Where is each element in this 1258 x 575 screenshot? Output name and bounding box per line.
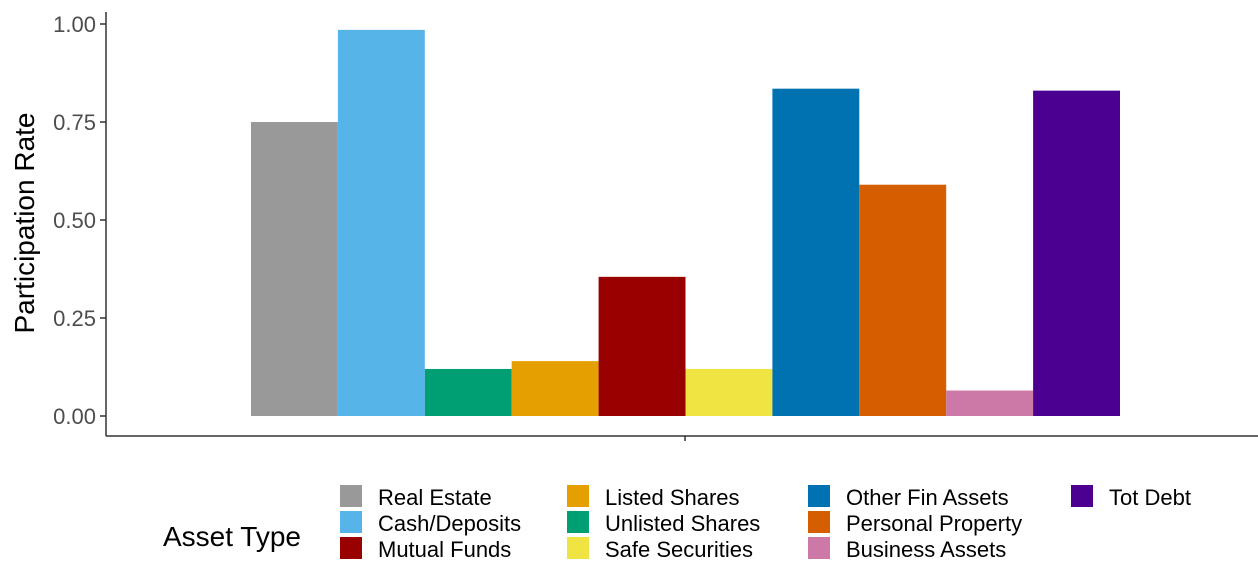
legend-key — [567, 485, 589, 507]
x-axis — [106, 435, 1258, 441]
y-axis-label: Participation Rate — [9, 112, 40, 333]
legend-label: Safe Securities — [605, 537, 753, 562]
legend-label: Tot Debt — [1109, 485, 1191, 510]
legend: Asset Type Real EstateCash/DepositsMutua… — [163, 485, 1191, 562]
legend-label: Real Estate — [378, 485, 492, 510]
bar-listed-shares — [511, 361, 599, 416]
bar-real-estate — [251, 122, 338, 416]
bar-business-assets — [946, 390, 1034, 416]
legend-label: Personal Property — [846, 511, 1022, 536]
bar-unlisted-shares — [424, 368, 512, 416]
y-tick-label: 0.00 — [53, 404, 96, 429]
legend-label: Unlisted Shares — [605, 511, 760, 536]
bar-mutual-funds — [598, 276, 686, 416]
legend-label: Cash/Deposits — [378, 511, 521, 536]
legend-label: Business Assets — [846, 537, 1006, 562]
bar-personal-property — [859, 184, 947, 416]
y-tick-label: 0.50 — [53, 208, 96, 233]
bar-cash-deposits — [337, 29, 425, 416]
legend-key — [340, 485, 362, 507]
y-tick-label: 1.00 — [53, 12, 96, 37]
legend-key — [340, 511, 362, 533]
legend-key — [808, 485, 830, 507]
bar-tot-debt — [1033, 90, 1120, 416]
legend-label: Mutual Funds — [378, 537, 511, 562]
legend-key — [340, 537, 362, 559]
bar-safe-securities — [685, 368, 773, 416]
bar-other-fin-assets — [772, 88, 860, 417]
legend-label: Listed Shares — [605, 485, 740, 510]
bars — [251, 29, 1120, 417]
legend-label: Other Fin Assets — [846, 485, 1009, 510]
legend-key — [808, 511, 830, 533]
legend-key — [1071, 485, 1093, 507]
y-tick-label: 0.75 — [53, 110, 96, 135]
legend-key — [808, 537, 830, 559]
y-axis: 0.00 0.25 0.50 0.75 1.00 — [53, 12, 107, 436]
legend-key — [567, 511, 589, 533]
y-tick-label: 0.25 — [53, 306, 96, 331]
legend-key — [567, 537, 589, 559]
legend-title: Asset Type — [163, 521, 301, 552]
